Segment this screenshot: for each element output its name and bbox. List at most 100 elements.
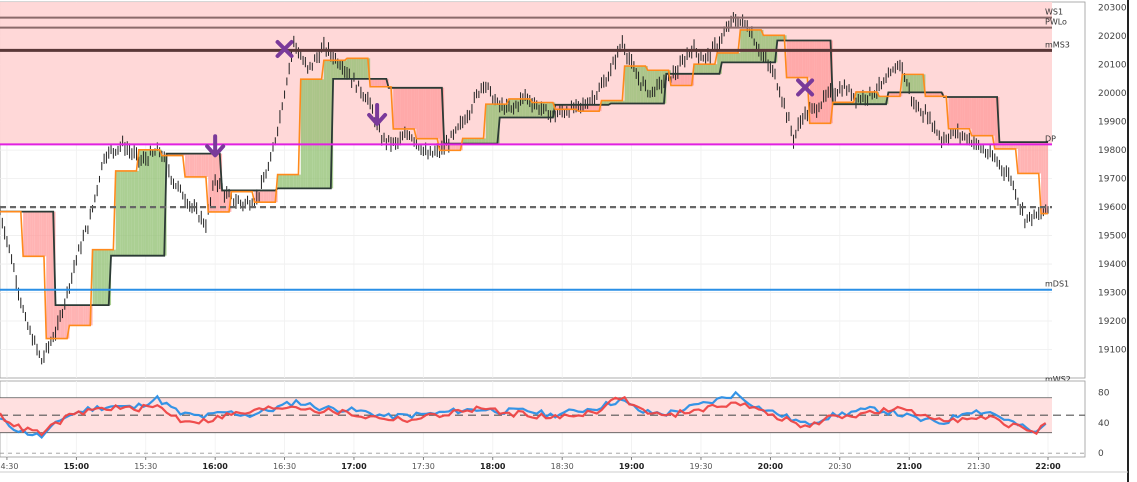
bull-fill (495, 104, 498, 144)
bear-fill (205, 153, 209, 177)
bull-fill (101, 249, 105, 306)
bear-fill (374, 78, 378, 87)
bear-fill (189, 153, 193, 177)
bear-fill (1010, 142, 1014, 149)
bear-fill (960, 97, 963, 129)
bull-fill (148, 149, 151, 256)
bull-fill (761, 29, 764, 63)
bear-fill (418, 87, 422, 139)
bull-fill (131, 170, 135, 256)
bull-fill (321, 79, 324, 189)
bull-fill (703, 64, 706, 74)
bull-fill (744, 29, 748, 63)
bear-fill (411, 87, 415, 129)
bull-fill (629, 66, 632, 104)
bear-fill (594, 104, 597, 112)
bear-fill (566, 104, 570, 110)
bull-fill (913, 74, 917, 93)
bear-fill (217, 153, 220, 212)
bear-fill (992, 97, 995, 136)
bear-fill (1041, 142, 1044, 214)
bull-fill (358, 58, 361, 79)
bear-fill (76, 305, 79, 326)
x-tick-label: 16:00 (202, 462, 228, 471)
bear-fill (684, 73, 688, 86)
x-tick-label: 21:30 (967, 462, 990, 471)
bull-fill (867, 91, 870, 105)
bear-fill (32, 211, 35, 257)
bull-fill (351, 58, 354, 79)
bear-fill (203, 153, 206, 177)
level-label: mMS3 (1045, 40, 1070, 49)
bull-fill (527, 98, 530, 118)
bull-fill (515, 98, 519, 118)
bull-fill (532, 102, 535, 118)
bear-fill (973, 97, 977, 136)
bear-fill (187, 153, 190, 177)
bear-fill (1029, 142, 1032, 174)
bear-fill (430, 87, 433, 139)
bull-fill (113, 249, 116, 256)
bull-fill (286, 174, 290, 189)
oscillator-series-line (0, 390, 1047, 440)
bear-fill (895, 92, 898, 97)
bear-fill (1006, 142, 1009, 149)
bear-fill (377, 78, 380, 87)
bull-fill (724, 52, 727, 63)
level-label: mWS2 (1045, 375, 1071, 384)
bear-fill (407, 87, 410, 129)
bull-fill (539, 102, 542, 118)
bear-fill (69, 305, 72, 326)
bear-fill (670, 73, 674, 86)
bull-fill (606, 100, 609, 105)
bull-fill (712, 64, 715, 74)
bear-fill (198, 153, 202, 177)
bull-fill (633, 66, 637, 104)
oscillator-y-tick-label: 0 (1098, 449, 1104, 459)
bear-fill (1013, 142, 1016, 149)
bear-fill (43, 211, 47, 257)
bear-fill (1045, 142, 1048, 214)
bull-fill (763, 35, 766, 63)
bear-fill (557, 104, 560, 110)
bull-fill (918, 74, 921, 93)
bull-fill (277, 174, 280, 189)
bear-fill (682, 73, 685, 86)
bull-fill (469, 138, 472, 144)
bull-fill (289, 174, 292, 189)
bear-fill (582, 104, 586, 112)
signal-down-arrow-marker (367, 102, 388, 126)
bull-fill (707, 64, 711, 74)
bull-fill (296, 174, 299, 189)
bull-fill (883, 96, 887, 105)
bear-fill (62, 305, 65, 339)
bull-fill (326, 60, 329, 189)
bull-fill (721, 52, 725, 63)
bull-fill (874, 91, 877, 105)
bear-fill (589, 104, 593, 112)
bear-fill (64, 305, 68, 339)
bull-fill (756, 29, 759, 63)
bull-fill (508, 98, 512, 118)
level-label: mDS1 (1045, 280, 1069, 289)
bear-fill (793, 40, 796, 78)
bull-fill (340, 60, 343, 79)
bull-fill (733, 52, 736, 63)
bull-fill (705, 64, 708, 74)
x-tick-label: 17:00 (341, 462, 367, 471)
bear-fill (985, 97, 988, 136)
bull-fill (536, 102, 540, 118)
bear-fill (936, 92, 940, 97)
bull-fill (869, 91, 873, 105)
bear-fill (414, 87, 417, 129)
bear-fill (194, 153, 197, 177)
bear-fill (261, 190, 264, 203)
x-tick-label: 15:30 (134, 462, 157, 471)
bull-fill (749, 29, 752, 63)
bull-fill (513, 98, 516, 118)
bull-fill (314, 79, 317, 189)
bear-fill (208, 153, 211, 212)
bull-fill (152, 149, 156, 256)
bull-fill (698, 64, 701, 74)
bull-fill (659, 70, 662, 104)
